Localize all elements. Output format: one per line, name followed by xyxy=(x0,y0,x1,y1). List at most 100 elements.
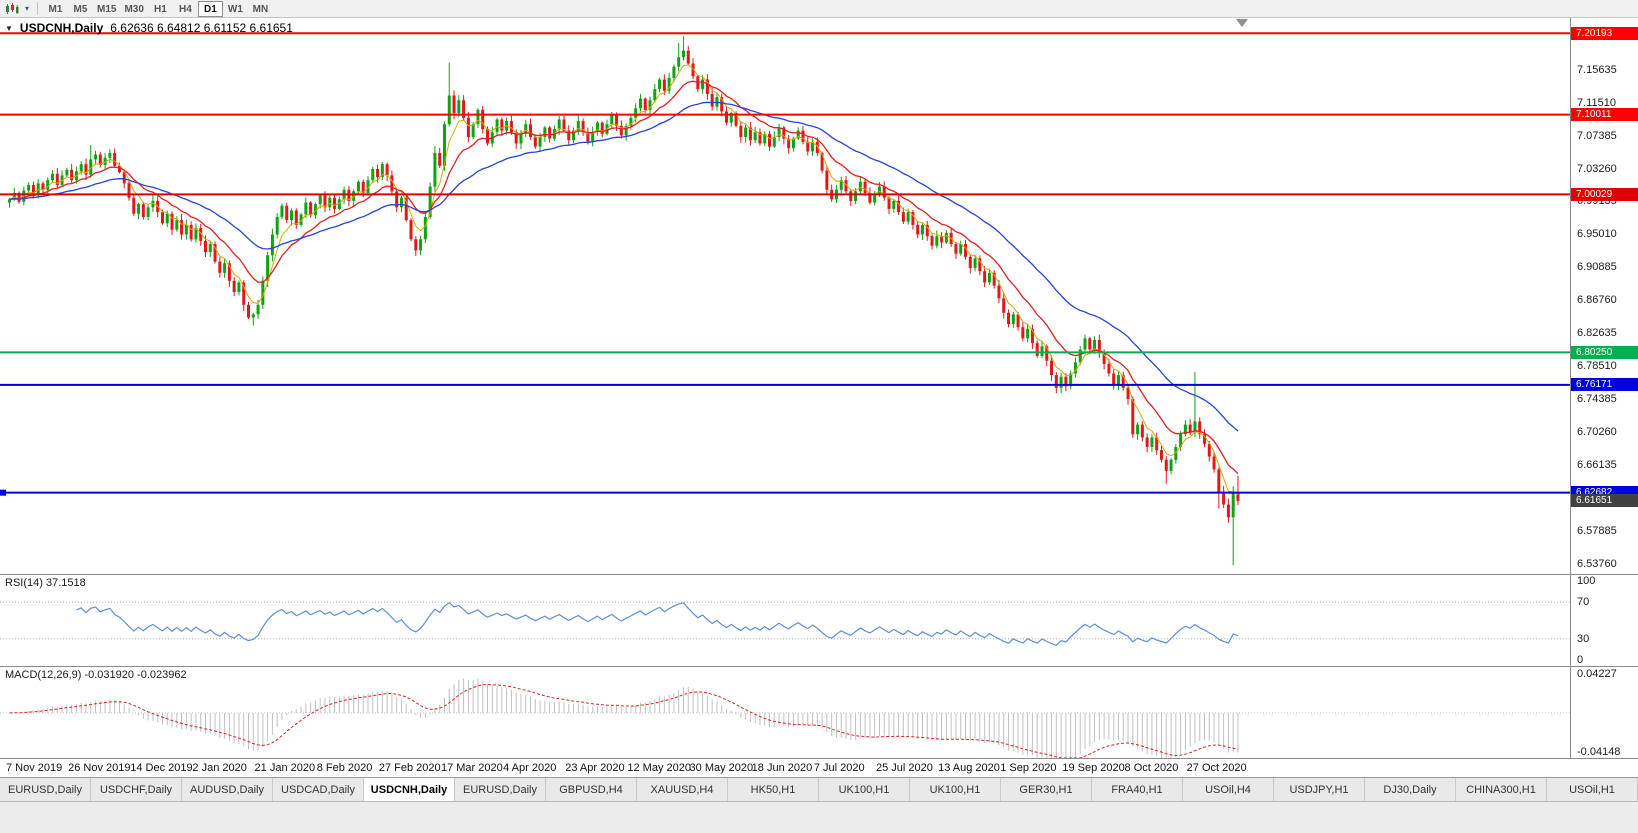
candle-body xyxy=(209,244,212,252)
candle-body xyxy=(610,115,613,125)
chart-tab-eurusd-daily[interactable]: EURUSD,Daily xyxy=(0,778,91,801)
candle-body xyxy=(1227,505,1230,518)
rsi-axis[interactable]: 10070300 xyxy=(1570,575,1638,666)
candle-body xyxy=(448,95,451,124)
candle-body xyxy=(1160,450,1163,460)
timeframe-button-h1[interactable]: H1 xyxy=(148,1,173,17)
timeframe-button-m5[interactable]: M5 xyxy=(68,1,93,17)
macd-label: MACD(12,26,9) -0.031920 -0.023962 xyxy=(5,669,187,681)
timeframe-button-mn[interactable]: MN xyxy=(248,1,273,17)
candlestick-chart-icon[interactable] xyxy=(3,1,21,17)
candle-body xyxy=(1217,469,1220,491)
candle-body xyxy=(672,67,675,78)
date-label: 27 Oct 2020 xyxy=(1187,762,1247,774)
timeframe-button-d1[interactable]: D1 xyxy=(198,1,223,17)
candle-body xyxy=(147,207,150,217)
date-label: 25 Jul 2020 xyxy=(876,762,933,774)
chart-tab-hk50-h1[interactable]: HK50,H1 xyxy=(728,778,819,801)
candle-body xyxy=(892,201,895,209)
date-label: 8 Oct 2020 xyxy=(1125,762,1179,774)
chart-tab-usdjpy-h1[interactable]: USDJPY,H1 xyxy=(1274,778,1365,801)
chart-shift-marker[interactable] xyxy=(1236,19,1248,27)
chart-tab-dj30-daily[interactable]: DJ30,Daily xyxy=(1365,778,1456,801)
main-chart-panel: ▼ USDCNH,Daily 6.62636 6.64812 6.61152 6… xyxy=(0,18,1638,574)
main-plot[interactable]: ▼ USDCNH,Daily 6.62636 6.64812 6.61152 6… xyxy=(0,18,1570,574)
price-tick: 6.78510 xyxy=(1577,360,1617,372)
chart-tab-gbpusd-h4[interactable]: GBPUSD,H4 xyxy=(546,778,637,801)
moving-average-13[interactable] xyxy=(10,81,1239,473)
macd-axis[interactable]: 0.04227-0.04148 xyxy=(1570,667,1638,758)
timeframe-button-m15[interactable]: M15 xyxy=(93,1,120,17)
macd-plot[interactable]: MACD(12,26,9) -0.031920 -0.023962 xyxy=(0,667,1570,758)
current-price-label: 6.61651 xyxy=(1571,494,1638,507)
candle-body xyxy=(70,170,73,180)
candle-body xyxy=(400,198,403,208)
date-label: 7 Jul 2020 xyxy=(814,762,865,774)
level-price-label: 7.10011 xyxy=(1571,108,1638,121)
ohlc-quote: 6.62636 6.64812 6.61152 6.61651 xyxy=(110,21,293,35)
chart-tab-uk100-h1[interactable]: UK100,H1 xyxy=(910,778,1001,801)
price-tick: 6.66135 xyxy=(1577,459,1617,471)
candle-body xyxy=(954,244,957,254)
date-label: 30 May 2020 xyxy=(690,762,754,774)
chevron-down-icon[interactable]: ▾ xyxy=(22,4,32,13)
candle-body xyxy=(1117,375,1120,385)
candle-body xyxy=(486,129,489,143)
candle-body xyxy=(80,164,83,171)
candle-body xyxy=(935,236,938,246)
candlestick-chart[interactable] xyxy=(0,18,1570,574)
candle-body xyxy=(457,100,460,113)
candle-body xyxy=(997,286,1000,299)
chart-tab-eurusd-daily[interactable]: EURUSD,Daily xyxy=(455,778,546,801)
chart-tab-usoil-h1[interactable]: USOil,H1 xyxy=(1547,778,1638,801)
timeframe-button-h4[interactable]: H4 xyxy=(173,1,198,17)
candle-body xyxy=(476,110,479,124)
chart-tab-uk100-h1[interactable]: UK100,H1 xyxy=(819,778,910,801)
candle-body xyxy=(888,198,891,209)
timeframe-button-w1[interactable]: W1 xyxy=(223,1,248,17)
chart-tab-ger30-h1[interactable]: GER30,H1 xyxy=(1001,778,1092,801)
price-tick: 6.74385 xyxy=(1577,393,1617,405)
candle-body xyxy=(1055,375,1058,388)
rsi-plot[interactable]: RSI(14) 37.1518 xyxy=(0,575,1570,666)
chart-tab-usoil-h4[interactable]: USOil,H4 xyxy=(1183,778,1274,801)
chart-tab-usdchf-daily[interactable]: USDCHF,Daily xyxy=(91,778,182,801)
candle-body xyxy=(744,127,747,137)
date-label: 26 Nov 2019 xyxy=(68,762,130,774)
candle-body xyxy=(974,258,977,268)
candle-body xyxy=(247,305,250,318)
chart-tab-usdcnh-daily[interactable]: USDCNH,Daily xyxy=(364,778,455,801)
price-axis[interactable]: 7.156357.115107.073857.032606.991356.950… xyxy=(1570,18,1638,574)
candle-body xyxy=(276,217,279,235)
candle-body xyxy=(644,99,647,110)
line-handle[interactable] xyxy=(0,490,6,496)
timeframe-toolbar: ▾ M1M5M15M30H1H4D1W1MN xyxy=(0,0,1638,18)
chart-tab-xauusd-h4[interactable]: XAUUSD,H4 xyxy=(637,778,728,801)
candle-body xyxy=(280,206,283,217)
price-tick: 6.95010 xyxy=(1577,228,1617,240)
macd-chart[interactable] xyxy=(0,667,1570,758)
chart-tab-audusd-daily[interactable]: AUDUSD,Daily xyxy=(182,778,273,801)
candle-body xyxy=(467,118,470,137)
chart-tab-usdcad-daily[interactable]: USDCAD,Daily xyxy=(273,778,364,801)
timeframe-button-m1[interactable]: M1 xyxy=(43,1,68,17)
price-tick: 6.70260 xyxy=(1577,426,1617,438)
rsi-chart[interactable] xyxy=(0,575,1570,666)
candle-body xyxy=(529,124,532,137)
price-tick: 6.82635 xyxy=(1577,327,1617,339)
candle-body xyxy=(27,185,30,191)
date-label: 13 Aug 2020 xyxy=(938,762,1000,774)
price-tick: 6.53760 xyxy=(1577,558,1617,570)
time-axis[interactable]: 7 Nov 201926 Nov 201914 Dec 20192 Jan 20… xyxy=(0,758,1638,777)
chart-tab-fra40-h1[interactable]: FRA40,H1 xyxy=(1092,778,1183,801)
moving-average-34[interactable] xyxy=(10,102,1239,431)
price-tick: 6.57885 xyxy=(1577,525,1617,537)
timeframe-buttons: M1M5M15M30H1H4D1W1MN xyxy=(43,1,273,17)
date-label: 17 Mar 2020 xyxy=(441,762,503,774)
candle-body xyxy=(687,51,690,64)
chart-tab-china300-h1[interactable]: CHINA300,H1 xyxy=(1456,778,1547,801)
candle-body xyxy=(419,239,422,250)
timeframe-button-m30[interactable]: M30 xyxy=(120,1,147,17)
candle-body xyxy=(453,95,456,113)
collapse-arrow-icon[interactable]: ▼ xyxy=(5,24,13,33)
